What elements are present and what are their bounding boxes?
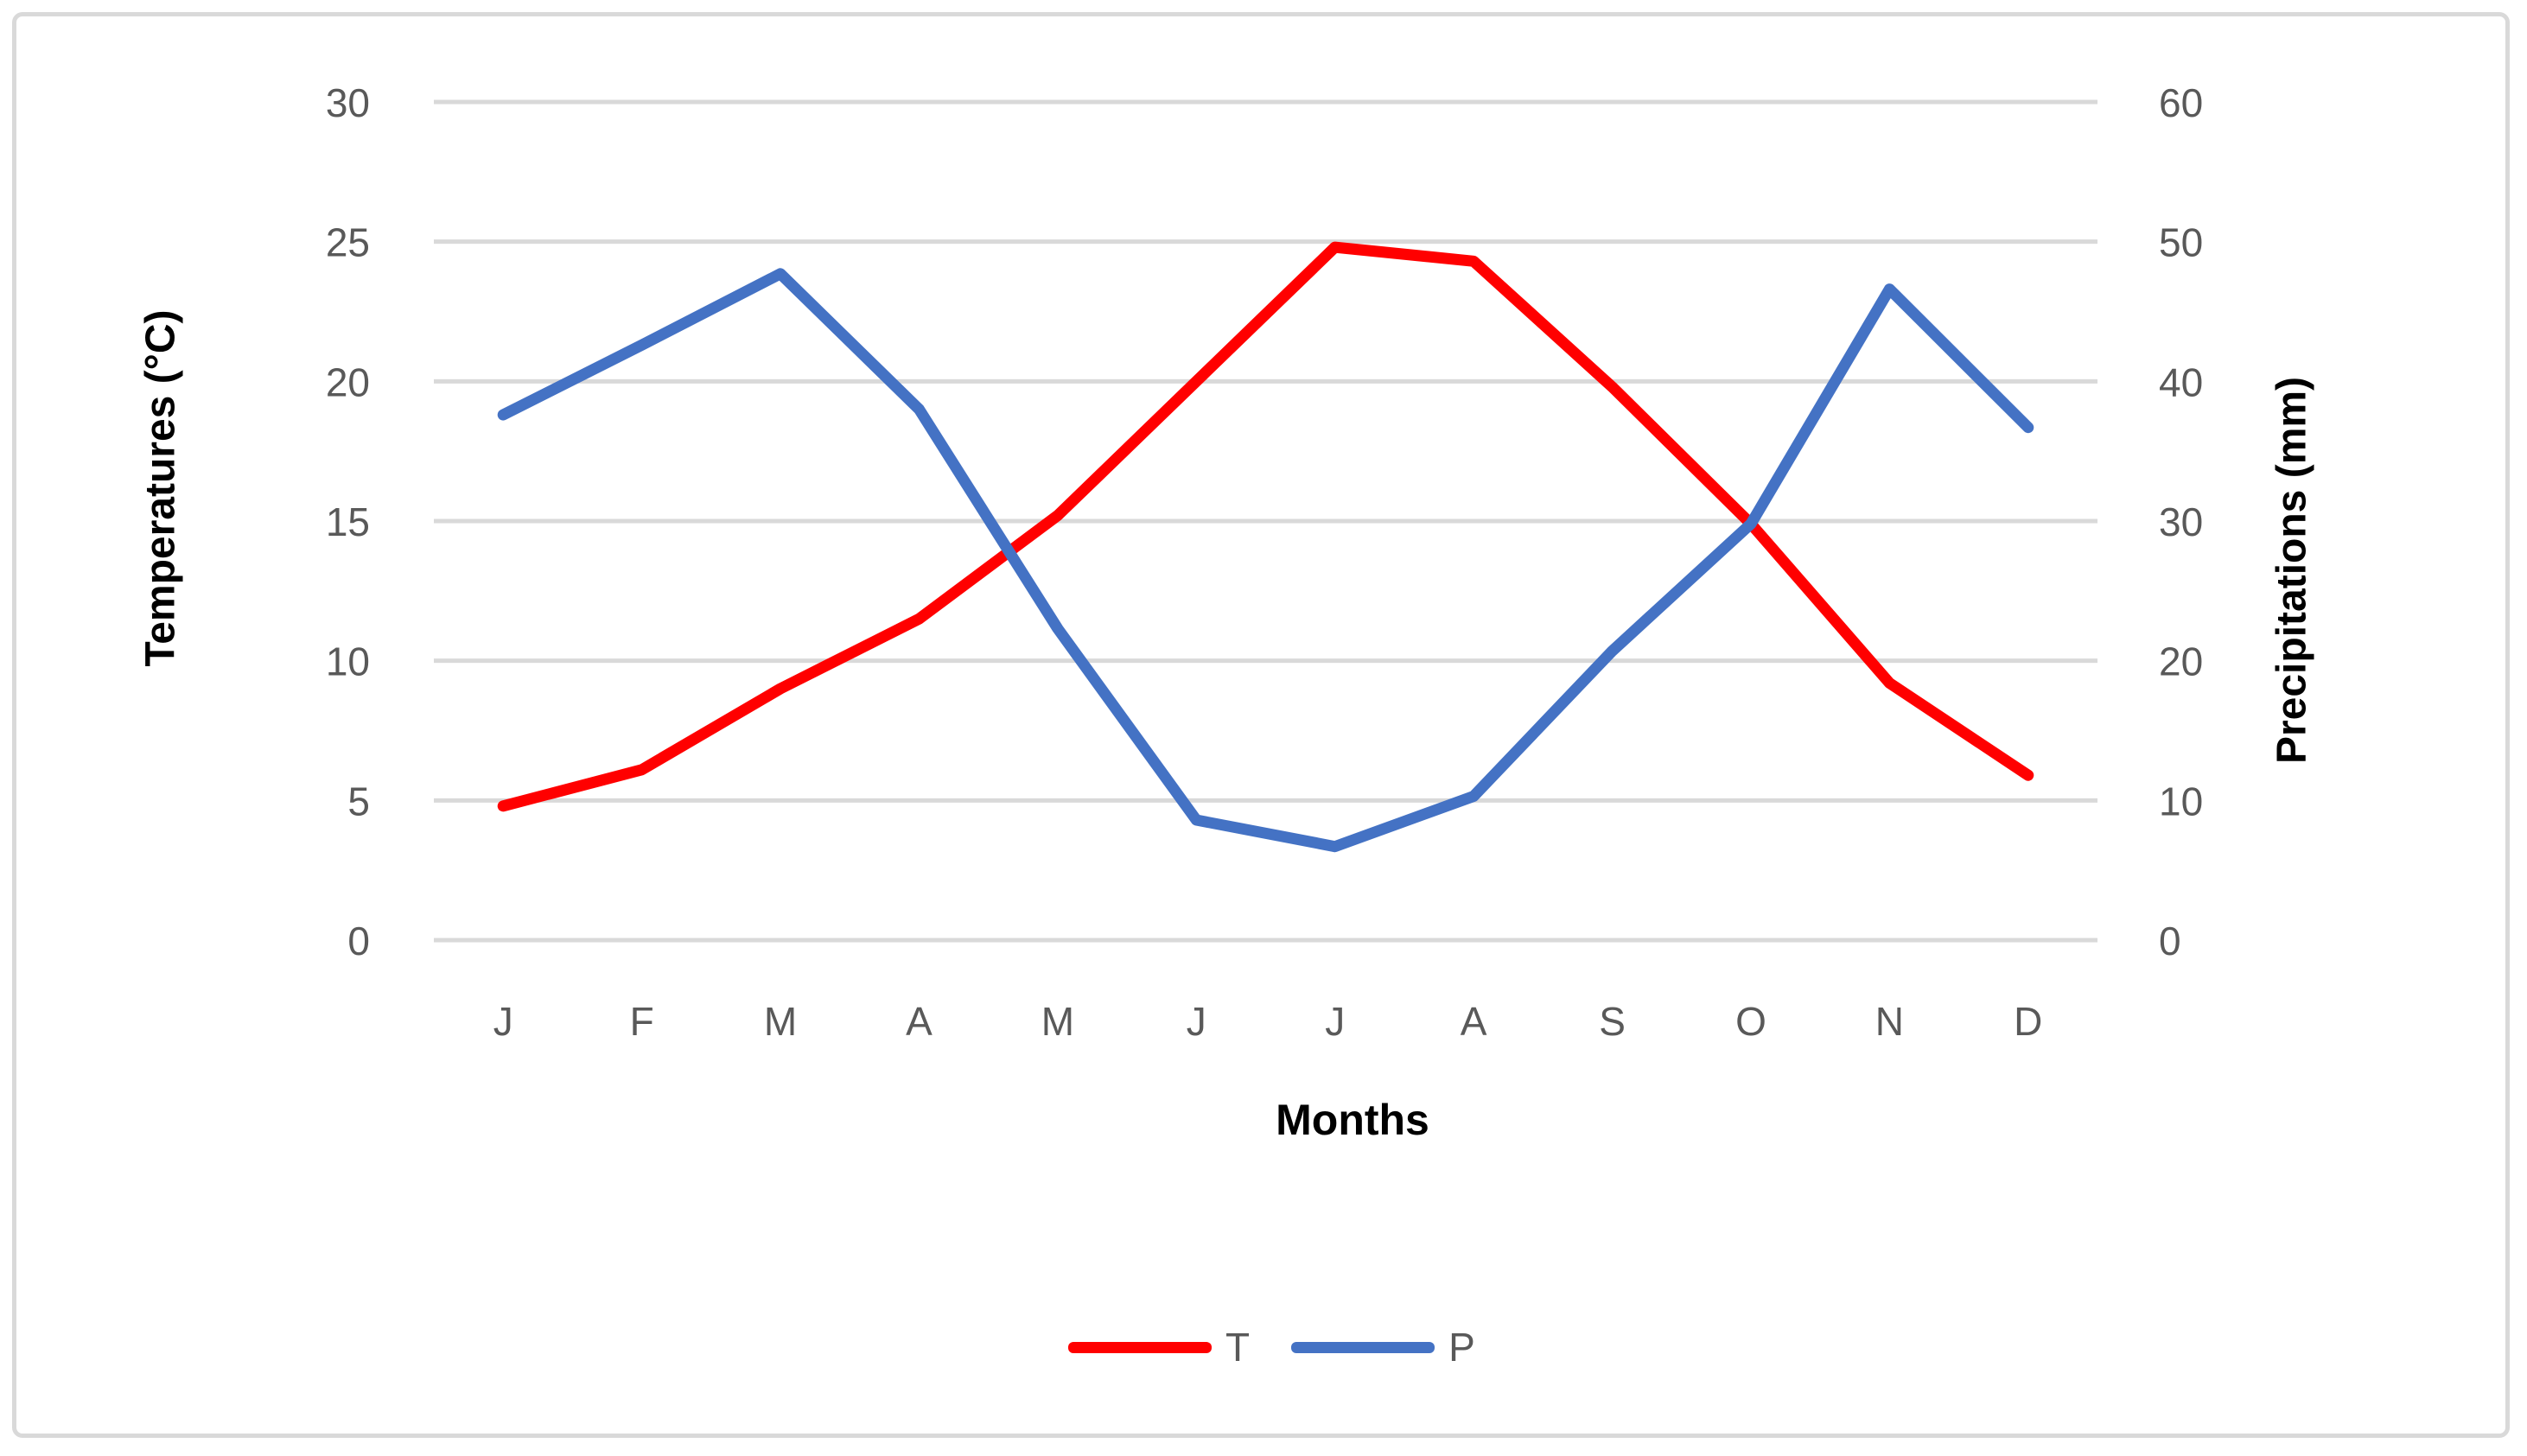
month-label: J (493, 999, 513, 1044)
left-axis-tick-label: 10 (326, 639, 370, 684)
left-axis-tick-label: 5 (347, 779, 370, 823)
month-label: F (630, 999, 654, 1044)
legend: T P (1068, 1327, 1475, 1367)
month-label: J (1325, 999, 1345, 1044)
month-label: D (2014, 999, 2042, 1044)
x-axis-title: Months (1276, 1096, 1429, 1144)
left-axis-title: Temperatures (°C) (137, 309, 184, 667)
temperature-line-icon (1068, 1341, 1212, 1353)
left-axis-tick-label: 20 (326, 359, 370, 404)
month-label: A (906, 999, 933, 1044)
right-axis-tick-label: 20 (2159, 639, 2203, 684)
month-label: J (1187, 999, 1206, 1044)
month-label: O (1735, 999, 1766, 1044)
gridlines (434, 99, 2097, 943)
month-label: S (1599, 999, 1626, 1044)
chart-border (12, 12, 2510, 1438)
legend-item-precipitation: P (1291, 1327, 1475, 1367)
left-axis-tick-label: 25 (326, 220, 370, 265)
right-axis-tick-label: 40 (2159, 359, 2203, 404)
right-axis-tick-label: 10 (2159, 779, 2203, 823)
month-label: M (764, 999, 797, 1044)
left-axis-tick-labels: 30 25 20 15 10 5 0 (326, 80, 370, 963)
temperature-line (497, 241, 2034, 812)
left-axis-tick-label: 30 (326, 80, 370, 125)
right-axis-tick-label: 0 (2159, 919, 2181, 963)
precipitation-line-icon (1291, 1341, 1435, 1353)
right-axis-tick-label: 30 (2159, 499, 2203, 544)
left-axis-tick-label: 15 (326, 499, 370, 544)
legend-label-temperature: T (1225, 1325, 1251, 1370)
right-axis-title: Precipitations (mm) (2269, 376, 2315, 765)
left-axis-tick-label: 0 (347, 919, 370, 963)
legend-label-precipitation: P (1448, 1325, 1475, 1370)
month-label: N (1875, 999, 1904, 1044)
precipitation-line (497, 268, 2034, 853)
month-label: A (1461, 999, 1487, 1044)
right-axis-tick-label: 60 (2159, 80, 2203, 125)
right-axis-tick-label: 50 (2159, 220, 2203, 265)
legend-item-temperature: T (1068, 1327, 1250, 1367)
month-label: M (1041, 999, 1074, 1044)
right-axis-tick-labels: 60 50 40 30 20 10 0 (2159, 80, 2203, 963)
